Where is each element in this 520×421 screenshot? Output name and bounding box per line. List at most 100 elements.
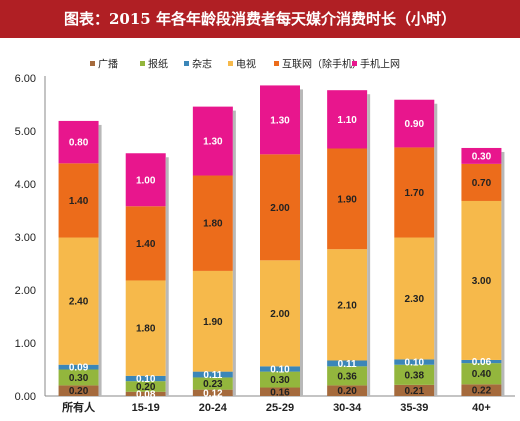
data-label: 1.70 — [405, 188, 425, 199]
bar-segment — [260, 366, 300, 372]
data-label: 0.80 — [69, 138, 89, 149]
legend-label: 电视 — [236, 58, 256, 71]
bar-segment — [58, 369, 99, 386]
legend-swatch — [90, 61, 95, 66]
data-label: 2.10 — [337, 300, 357, 311]
bar-segment — [192, 389, 233, 396]
data-label: 0.40 — [472, 369, 492, 380]
data-label: 0.10 — [270, 364, 290, 375]
bar-segment — [327, 385, 368, 396]
x-tick-label: 35-39 — [400, 402, 428, 414]
data-label: 3.00 — [472, 276, 492, 287]
bar-shadow — [98, 124, 102, 397]
legend-label: 报纸 — [148, 58, 168, 71]
data-label: 0.08 — [136, 389, 156, 400]
bar-segment — [58, 120, 99, 164]
x-tick-label: 所有人 — [62, 400, 96, 414]
legend-label: 手机上网 — [360, 58, 400, 71]
bar-segment — [192, 106, 233, 176]
bar-segment — [327, 360, 368, 367]
x-tick-label: 40+ — [472, 402, 491, 414]
data-label: 1.30 — [270, 115, 290, 126]
chart-title: 图表：2015 年各年龄段消费者每天媒介消费时长（小时） — [0, 0, 520, 38]
bar-segment — [260, 154, 300, 261]
bar-segment — [58, 237, 99, 365]
x-tick-label: 15-19 — [132, 402, 160, 414]
y-tick-label: 2.00 — [15, 285, 36, 297]
data-label: 1.80 — [203, 219, 223, 230]
data-label: 0.90 — [405, 119, 425, 130]
legend-label: 广播 — [98, 58, 118, 71]
data-label: 0.20 — [337, 386, 357, 397]
data-label: 2.30 — [405, 294, 425, 305]
y-tick-label: 4.00 — [15, 179, 36, 191]
data-label: 0.30 — [270, 375, 290, 386]
bar-segment — [461, 163, 502, 201]
data-label: 0.36 — [337, 371, 357, 382]
data-label: 2.00 — [270, 203, 290, 214]
data-label: 1.30 — [203, 137, 223, 148]
bar-shadow — [501, 151, 505, 396]
bar-segment — [58, 163, 99, 238]
bar-segment — [192, 175, 233, 271]
bar-segment — [327, 90, 368, 149]
x-tick-label: 20-24 — [199, 402, 228, 414]
bar-segment — [260, 387, 300, 396]
data-label: 2.00 — [270, 309, 290, 320]
bar-segment — [327, 366, 368, 386]
bar-segment — [125, 381, 166, 392]
data-label: 1.00 — [136, 175, 156, 186]
data-label: 1.90 — [337, 194, 357, 205]
bar-segment — [394, 147, 435, 238]
data-label: 0.10 — [405, 358, 425, 369]
data-label: 0.10 — [136, 374, 156, 385]
data-label: 1.80 — [136, 324, 156, 335]
bar-segment — [461, 147, 502, 164]
bar-segment — [461, 359, 502, 364]
y-tick-label: 3.00 — [15, 232, 36, 244]
legend-swatch — [140, 61, 145, 66]
stacked-bar-chart: 广播 报纸 杂志 电视 互联网（除手机）手机上网 0.00 1.00 2.00 3.00 4.00… — [15, 58, 515, 414]
bar-segment — [125, 153, 166, 207]
bar-shadow — [434, 103, 438, 396]
bar-shadow — [232, 110, 236, 397]
legend-swatch — [184, 61, 189, 66]
data-label: 0.22 — [472, 386, 492, 397]
legend-label: 互联网（除手机） — [282, 58, 362, 71]
data-label: 0.11 — [338, 359, 357, 370]
bar-segment — [461, 363, 502, 385]
legend-label: 杂志 — [192, 58, 212, 71]
bar-segment — [260, 260, 300, 367]
data-label: 1.10 — [337, 115, 357, 126]
bar-segment — [394, 364, 435, 385]
data-label: 1.40 — [69, 196, 89, 207]
data-label: 0.09 — [69, 363, 89, 374]
y-tick-label: 5.00 — [15, 126, 36, 138]
bar-segment — [461, 200, 502, 360]
data-label: 0.20 — [136, 382, 156, 393]
data-label: 1.90 — [203, 317, 223, 328]
data-label: 0.21 — [405, 386, 425, 397]
bar-segment — [394, 359, 435, 365]
data-label: 0.23 — [203, 379, 223, 390]
data-label: 1.40 — [136, 239, 156, 250]
data-label: 0.30 — [69, 373, 89, 384]
data-label: 2.40 — [69, 297, 89, 308]
bar-segment — [58, 385, 99, 396]
data-label: 0.06 — [472, 357, 492, 368]
bar-segment — [192, 270, 233, 372]
bar-segment — [394, 384, 435, 396]
bar-segment — [192, 377, 233, 390]
bar-segment — [260, 85, 300, 155]
bar-segment — [58, 364, 99, 370]
bar-segment — [125, 375, 166, 382]
data-label: 0.16 — [270, 387, 290, 398]
bar-segment — [327, 148, 368, 250]
y-tick-label: 0.00 — [15, 391, 36, 403]
data-label: 0.20 — [69, 386, 89, 397]
bar-segment — [394, 237, 435, 360]
data-label: 0.12 — [203, 388, 223, 399]
bar-segment — [327, 249, 368, 361]
x-tick-label: 30-34 — [333, 402, 362, 414]
bar-segment — [125, 280, 166, 376]
